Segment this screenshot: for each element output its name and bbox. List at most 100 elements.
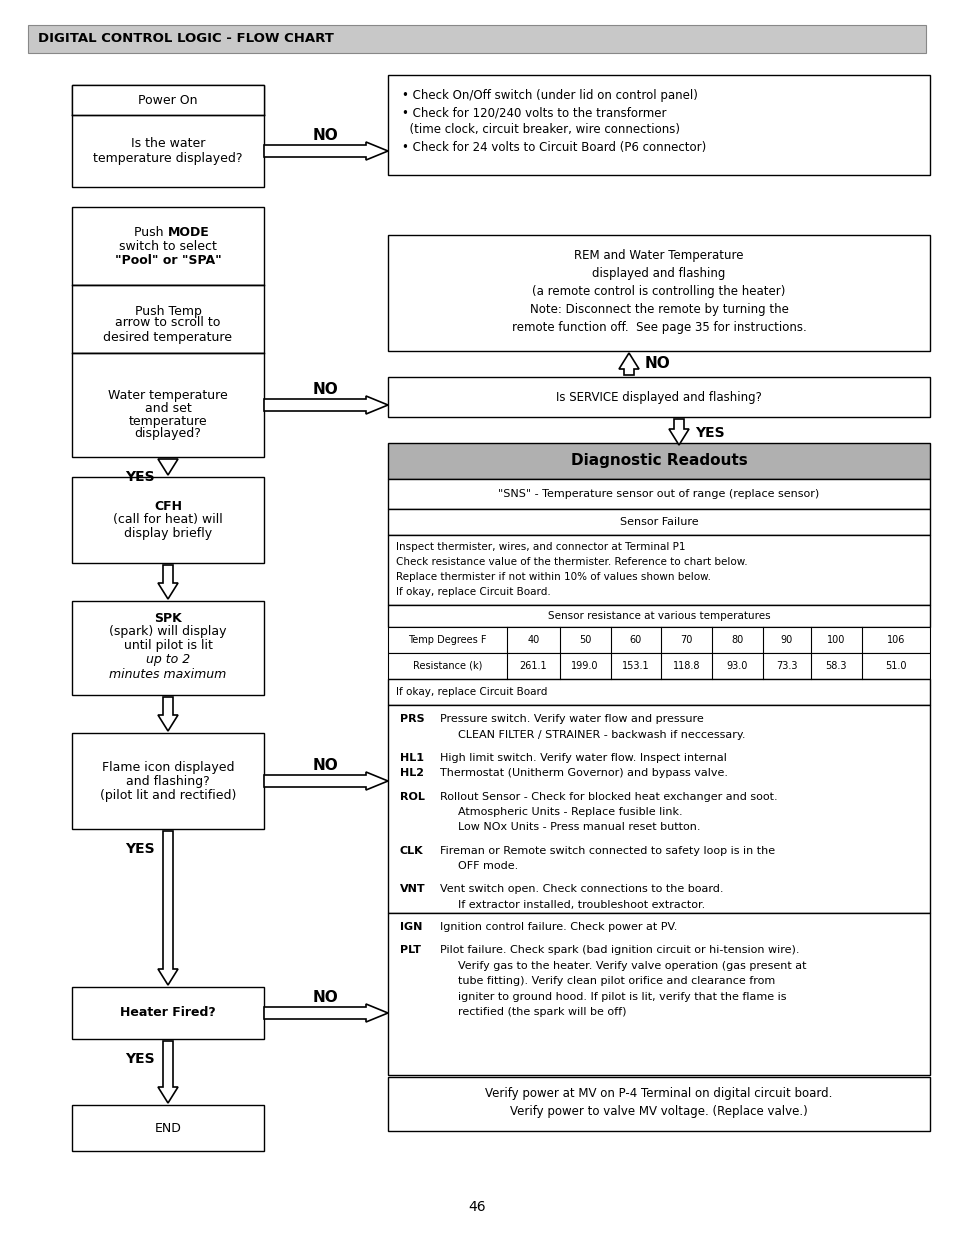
Text: (call for heat) will: (call for heat) will — [113, 514, 223, 526]
Text: displayed?: displayed? — [134, 427, 201, 441]
Text: 106: 106 — [885, 635, 904, 645]
Text: NO: NO — [313, 989, 338, 1004]
Text: Replace thermister if not within 10% of values shown below.: Replace thermister if not within 10% of … — [395, 572, 710, 582]
Text: displayed and flashing: displayed and flashing — [592, 267, 725, 279]
Polygon shape — [158, 564, 178, 599]
Text: 153.1: 153.1 — [621, 661, 649, 671]
Text: HL2: HL2 — [399, 768, 423, 778]
Text: Temp Degrees F: Temp Degrees F — [408, 635, 486, 645]
Polygon shape — [264, 772, 388, 790]
FancyBboxPatch shape — [28, 25, 925, 53]
Text: OFF mode.: OFF mode. — [457, 861, 517, 871]
Text: Note: Disconnect the remote by turning the: Note: Disconnect the remote by turning t… — [529, 303, 787, 315]
Text: up to 2: up to 2 — [146, 653, 190, 667]
Text: YES: YES — [695, 426, 724, 440]
FancyBboxPatch shape — [71, 353, 264, 457]
Text: HL1: HL1 — [399, 753, 423, 763]
Text: "Pool" or "SPA": "Pool" or "SPA" — [114, 253, 221, 267]
Text: 90: 90 — [780, 635, 792, 645]
Text: Ignition control failure. Check power at PV.: Ignition control failure. Check power at… — [439, 923, 677, 932]
FancyBboxPatch shape — [388, 535, 929, 605]
FancyBboxPatch shape — [71, 207, 264, 285]
Text: igniter to ground hood. If pilot is lit, verify that the flame is: igniter to ground hood. If pilot is lit,… — [457, 992, 785, 1002]
FancyBboxPatch shape — [71, 285, 264, 353]
Text: 80: 80 — [730, 635, 742, 645]
FancyBboxPatch shape — [388, 705, 929, 913]
Text: 40: 40 — [527, 635, 539, 645]
Polygon shape — [158, 831, 178, 986]
Text: Verify power to valve MV voltage. (Replace valve.): Verify power to valve MV voltage. (Repla… — [510, 1105, 807, 1119]
Text: and flashing?: and flashing? — [126, 774, 210, 788]
FancyBboxPatch shape — [388, 1077, 929, 1131]
Text: CFH: CFH — [153, 499, 182, 513]
Text: If extractor installed, troubleshoot extractor.: If extractor installed, troubleshoot ext… — [457, 900, 704, 910]
Text: • Check for 24 volts to Circuit Board (P6 connector): • Check for 24 volts to Circuit Board (P… — [401, 141, 705, 153]
Text: Inspect thermister, wires, and connector at Terminal P1: Inspect thermister, wires, and connector… — [395, 542, 685, 552]
FancyBboxPatch shape — [388, 377, 929, 417]
Text: 60: 60 — [629, 635, 641, 645]
Text: Fireman or Remote switch connected to safety loop is in the: Fireman or Remote switch connected to sa… — [439, 846, 774, 856]
Text: Vent switch open. Check connections to the board.: Vent switch open. Check connections to t… — [439, 884, 722, 894]
Text: ROL: ROL — [399, 792, 424, 802]
Text: Verify power at MV on P-4 Terminal on digital circuit board.: Verify power at MV on P-4 Terminal on di… — [485, 1088, 832, 1100]
Text: (a remote control is controlling the heater): (a remote control is controlling the hea… — [532, 284, 785, 298]
Text: desired temperature: desired temperature — [103, 331, 233, 343]
Text: (time clock, circuit breaker, wire connections): (time clock, circuit breaker, wire conne… — [401, 122, 679, 136]
Polygon shape — [158, 1041, 178, 1103]
Text: 50: 50 — [578, 635, 591, 645]
Text: Power On: Power On — [138, 94, 197, 106]
Text: tube fitting). Verify clean pilot orifice and clearance from: tube fitting). Verify clean pilot orific… — [457, 976, 775, 987]
FancyBboxPatch shape — [388, 235, 929, 351]
Text: 199.0: 199.0 — [571, 661, 598, 671]
Text: Sensor Failure: Sensor Failure — [619, 517, 698, 527]
Text: YES: YES — [125, 842, 154, 856]
FancyBboxPatch shape — [388, 627, 929, 653]
Text: High limit switch. Verify water flow. Inspect internal: High limit switch. Verify water flow. In… — [439, 753, 726, 763]
Text: until pilot is lit: until pilot is lit — [124, 640, 213, 652]
Text: 118.8: 118.8 — [672, 661, 700, 671]
Polygon shape — [668, 419, 688, 445]
Text: NO: NO — [644, 357, 670, 372]
Text: 93.0: 93.0 — [726, 661, 747, 671]
FancyBboxPatch shape — [71, 601, 264, 695]
Text: SPK: SPK — [154, 611, 182, 625]
Text: Pressure switch. Verify water flow and pressure: Pressure switch. Verify water flow and p… — [439, 714, 703, 724]
Text: Is SERVICE displayed and flashing?: Is SERVICE displayed and flashing? — [556, 390, 761, 404]
Text: Flame icon displayed: Flame icon displayed — [102, 761, 234, 773]
Text: rectified (the spark will be off): rectified (the spark will be off) — [457, 1008, 626, 1018]
Text: 46: 46 — [468, 1200, 485, 1214]
Text: Water temperature: Water temperature — [108, 389, 228, 401]
Text: PRS: PRS — [399, 714, 424, 724]
Text: IGN: IGN — [399, 923, 422, 932]
Text: "SNS" - Temperature sensor out of range (replace sensor): "SNS" - Temperature sensor out of range … — [497, 489, 819, 499]
Text: Is the water
temperature displayed?: Is the water temperature displayed? — [93, 137, 242, 165]
Text: • Check On/Off switch (under lid on control panel): • Check On/Off switch (under lid on cont… — [401, 89, 698, 101]
FancyBboxPatch shape — [71, 734, 264, 829]
FancyBboxPatch shape — [71, 85, 264, 186]
Text: temperature: temperature — [129, 415, 207, 427]
Text: PLT: PLT — [399, 945, 420, 955]
Text: REM and Water Temperature: REM and Water Temperature — [574, 248, 743, 262]
Text: Diagnostic Readouts: Diagnostic Readouts — [570, 453, 746, 468]
Text: (pilot lit and rectified): (pilot lit and rectified) — [100, 788, 236, 802]
FancyBboxPatch shape — [388, 913, 929, 1074]
Polygon shape — [264, 1004, 388, 1023]
Polygon shape — [158, 697, 178, 731]
Text: Thermostat (Unitherm Governor) and bypass valve.: Thermostat (Unitherm Governor) and bypas… — [439, 768, 727, 778]
FancyBboxPatch shape — [71, 477, 264, 563]
Text: Sensor resistance at various temperatures: Sensor resistance at various temperature… — [547, 611, 769, 621]
Text: Verify gas to the heater. Verify valve operation (gas present at: Verify gas to the heater. Verify valve o… — [457, 961, 805, 971]
Text: Pilot failure. Check spark (bad ignition circuit or hi-tension wire).: Pilot failure. Check spark (bad ignition… — [439, 945, 799, 955]
Text: 70: 70 — [679, 635, 692, 645]
Text: 73.3: 73.3 — [775, 661, 797, 671]
Text: 51.0: 51.0 — [884, 661, 905, 671]
Text: switch to select: switch to select — [119, 240, 216, 252]
Text: YES: YES — [125, 471, 154, 484]
Text: If okay, replace Circuit Board: If okay, replace Circuit Board — [395, 687, 547, 697]
Text: Resistance (k): Resistance (k) — [413, 661, 481, 671]
Text: YES: YES — [125, 1052, 154, 1066]
Text: Push: Push — [134, 226, 168, 238]
Text: 58.3: 58.3 — [824, 661, 846, 671]
Text: • Check for 120/240 volts to the transformer: • Check for 120/240 volts to the transfo… — [401, 106, 666, 120]
Polygon shape — [158, 459, 178, 475]
